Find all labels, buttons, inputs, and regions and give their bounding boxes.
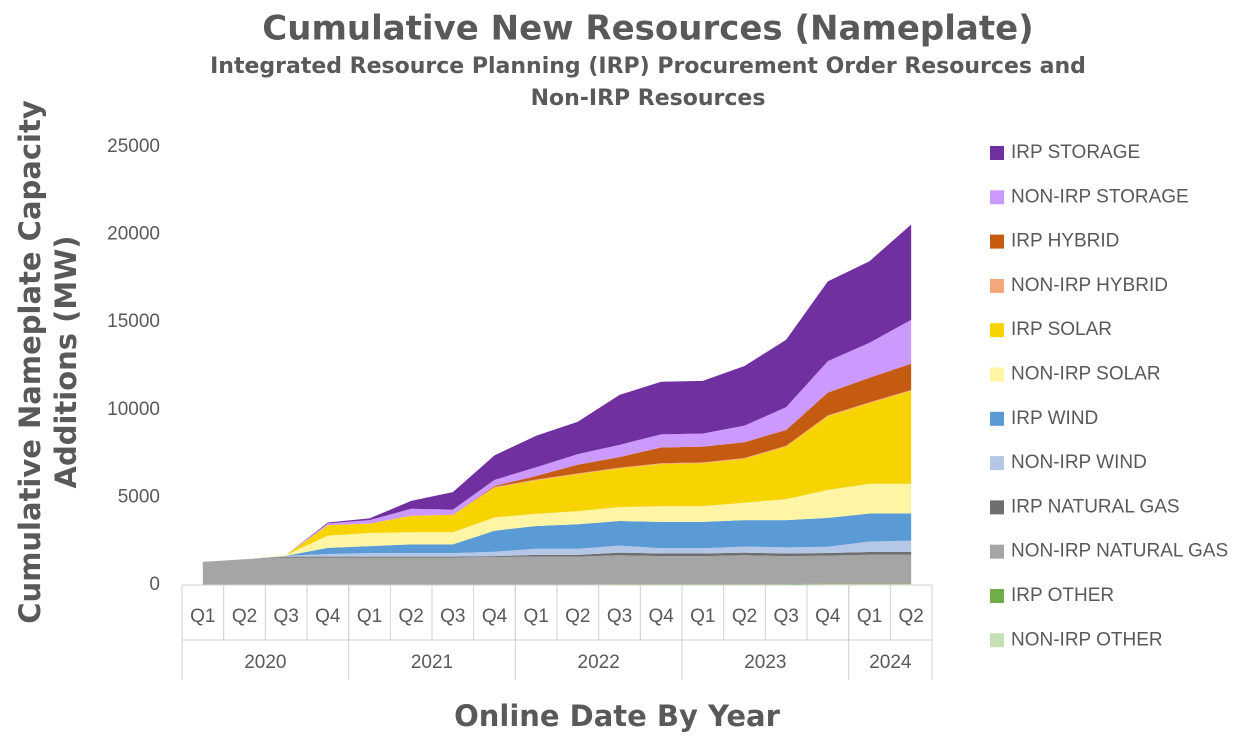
legend-label: IRP SOLAR [1011, 319, 1112, 340]
y-tick-label: 25000 [107, 136, 160, 157]
x-tick-label: Q4 [482, 606, 508, 627]
legend-swatch [990, 544, 1004, 559]
x-group-label: 2022 [578, 652, 620, 673]
legend-label: NON-IRP OTHER [1011, 629, 1163, 650]
area [202, 483, 912, 562]
x-tick-label: Q2 [232, 606, 257, 627]
legend-label: NON-IRP STORAGE [1011, 186, 1189, 207]
x-tick-label: Q3 [773, 606, 798, 627]
y-axis-title: Additions (MW) [49, 236, 83, 489]
legend-swatch [990, 411, 1004, 426]
legend-swatch [990, 456, 1004, 471]
y-axis-title: Cumulative Nameplate Capacity [13, 100, 47, 624]
x-tick-label: Q1 [690, 606, 715, 627]
legend-label: IRP HYBRID [1011, 231, 1119, 252]
legend-swatch [990, 278, 1004, 293]
x-group-label: 2023 [744, 652, 786, 673]
x-group-label: 2020 [244, 652, 286, 673]
x-tick-label: Q4 [315, 606, 341, 627]
chart-subtitle: Integrated Resource Planning (IRP) Procu… [210, 54, 1086, 79]
x-tick-label: Q4 [648, 606, 674, 627]
area [202, 583, 912, 585]
legend-swatch [990, 146, 1004, 160]
legend-swatch [990, 633, 1004, 648]
x-tick-label: Q1 [190, 606, 215, 627]
x-tick-label: Q1 [357, 606, 382, 627]
legend-swatch [990, 589, 1004, 603]
x-tick-label: Q3 [607, 606, 632, 627]
legend-swatch [990, 323, 1004, 338]
legend-label: IRP OTHER [1011, 585, 1114, 606]
legend-swatch [990, 367, 1004, 382]
x-tick-label: Q1 [523, 606, 548, 627]
area [202, 390, 912, 562]
legend-swatch [990, 500, 1004, 515]
x-axis-title: Online Date By Year [454, 699, 781, 733]
chart-subtitle: Non-IRP Resources [531, 86, 766, 111]
legend-label: NON-IRP NATURAL GAS [1011, 541, 1228, 562]
x-group-label: 2021 [411, 652, 453, 673]
legend-swatch [990, 234, 1004, 249]
x-tick-label: Q4 [815, 606, 841, 627]
x-group-label: 2024 [869, 652, 912, 673]
area [202, 554, 912, 585]
y-tick-label: 5000 [118, 486, 160, 507]
legend-label: IRP WIND [1011, 408, 1098, 429]
y-tick-label: 10000 [107, 399, 160, 420]
chart-title: Cumulative New Resources (Nameplate) [262, 9, 1033, 49]
x-tick-label: Q3 [440, 606, 465, 627]
y-tick-label: 15000 [107, 311, 160, 332]
area [202, 540, 912, 562]
y-tick-label: 20000 [107, 224, 160, 245]
legend-label: NON-IRP SOLAR [1011, 364, 1161, 385]
legend-label: IRP STORAGE [1011, 142, 1140, 163]
legend-swatch [990, 190, 1004, 205]
legend-label: IRP NATURAL GAS [1011, 496, 1180, 517]
x-tick-label: Q2 [398, 606, 423, 627]
area [202, 513, 912, 562]
x-tick-label: Q2 [898, 606, 923, 627]
x-tick-label: Q3 [273, 606, 298, 627]
x-tick-label: Q1 [857, 606, 882, 627]
area [202, 552, 912, 562]
x-tick-label: Q2 [732, 606, 757, 627]
y-tick-label: 0 [149, 574, 160, 595]
legend-label: NON-IRP WIND [1011, 452, 1147, 473]
legend-label: NON-IRP HYBRID [1011, 275, 1168, 296]
x-tick-label: Q2 [565, 606, 590, 627]
area [202, 224, 912, 562]
